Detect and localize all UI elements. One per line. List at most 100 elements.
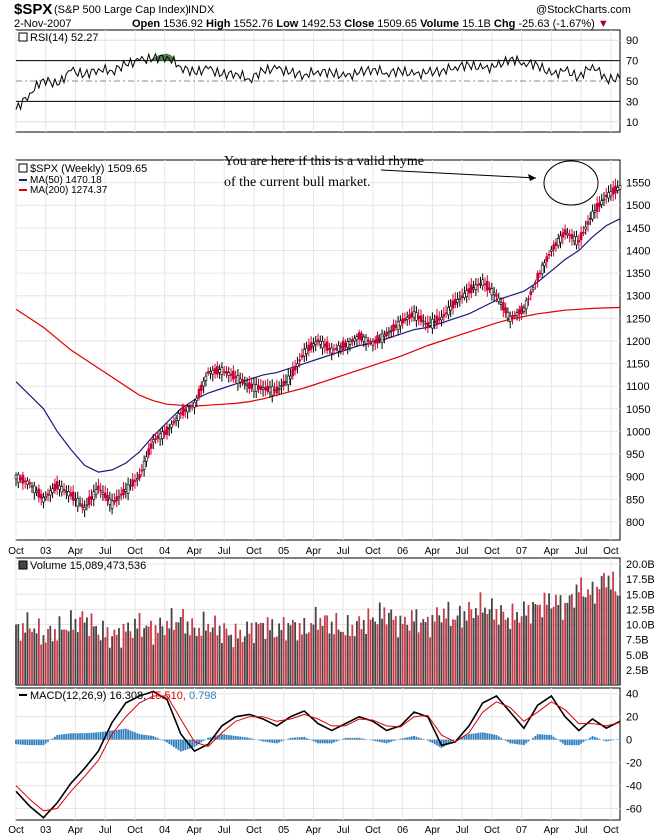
macd-histogram-bar [488, 733, 491, 740]
macd-histogram-bar [474, 733, 477, 740]
volume-bar [500, 605, 502, 685]
price-candle [591, 210, 594, 220]
macd-histogram-bar [479, 732, 482, 740]
price-candle [330, 347, 334, 354]
price-candle [392, 324, 395, 332]
volume-bar [458, 605, 461, 685]
volume-bar [230, 634, 232, 685]
price-candle [151, 439, 155, 443]
price-candle [394, 325, 398, 328]
volume-bar [591, 581, 594, 685]
macd-histogram-bar [170, 739, 173, 746]
price-candle [78, 503, 82, 505]
macd-histogram-bar [241, 736, 244, 740]
volume-bar [397, 637, 399, 685]
price-candle [133, 480, 137, 482]
volume-bar [488, 609, 491, 685]
price-candle [74, 498, 77, 501]
price-candle [360, 333, 363, 341]
volume-bar [76, 632, 79, 685]
low-label: Low [276, 18, 299, 30]
volume-bar [587, 589, 589, 685]
x-tick-label-macd: 05 [278, 825, 290, 836]
volume-bar [337, 629, 340, 685]
price-candle [92, 491, 96, 500]
volume-bar [536, 604, 539, 685]
macd-histogram-bar [545, 734, 548, 740]
price-candle [332, 348, 336, 351]
volume-bar [134, 618, 136, 685]
volume-bar [399, 615, 402, 685]
volume-bar [303, 617, 306, 685]
macd-histogram-bar [280, 739, 283, 742]
price-tick-label: 1050 [626, 404, 650, 416]
volume-bar [479, 592, 482, 685]
price-candle [76, 498, 80, 507]
macd-histogram-bar [21, 739, 24, 745]
volume-bar [353, 636, 356, 685]
volume-bar [571, 594, 573, 685]
price-candle [458, 297, 462, 300]
price-candle [497, 297, 501, 302]
volume-bar [92, 626, 95, 685]
price-candle [229, 373, 233, 376]
price-candle [314, 341, 318, 345]
volume-bar [191, 618, 194, 685]
macd-histogram-bar [163, 739, 166, 742]
price-candle [582, 231, 585, 234]
volume-bar [415, 609, 418, 685]
macd-histogram-bar [523, 739, 525, 746]
x-tick-label-price: 03 [40, 546, 52, 557]
macd-histogram-bar [47, 739, 49, 742]
price-candle [220, 367, 224, 375]
price-candle [42, 497, 45, 503]
macd-histogram-bar [102, 731, 104, 740]
price-tick-label: 1200 [626, 336, 650, 348]
macd-histogram-bar [500, 737, 502, 740]
volume-bar [612, 571, 615, 685]
macd-histogram-bar [111, 730, 113, 740]
stockcharts-logo[interactable]: @StockCharts.com [536, 4, 631, 16]
x-tick-label-macd: Jul [456, 825, 469, 836]
macd-histogram-bar [214, 735, 216, 740]
volume-bar [481, 612, 484, 685]
price-candle [618, 185, 622, 190]
price-candle [323, 343, 327, 347]
macd-histogram-bar [15, 739, 17, 745]
price-candle [284, 381, 288, 383]
macd-histogram-bar [591, 735, 594, 740]
macd-histogram-bar [463, 735, 466, 740]
volume-tick-label: 12.5B [626, 604, 655, 616]
price-candle [90, 496, 93, 500]
price-candle [515, 312, 519, 316]
price-candle [206, 371, 210, 374]
macd-histogram-bar [278, 739, 281, 743]
volume-bar [28, 628, 31, 685]
macd-histogram-bar [442, 739, 445, 747]
annotation-arrow-line [380, 169, 537, 179]
volume-bar [259, 622, 262, 685]
macd-histogram-bar [353, 737, 356, 740]
price-candle [99, 489, 102, 492]
macd-histogram-bar [296, 737, 299, 740]
price-candle [126, 484, 130, 494]
price-candle [117, 496, 121, 499]
price-candle [346, 341, 350, 348]
price-candle [540, 264, 544, 275]
macd-histogram-bar [182, 739, 184, 751]
volume-bar [63, 629, 65, 685]
price-candle [67, 491, 70, 497]
volume-bar [452, 619, 454, 685]
price-candle [275, 386, 279, 394]
macd-histogram-bar [129, 730, 132, 740]
volume-bar [74, 618, 77, 685]
volume-bar [253, 643, 255, 685]
price-candle [188, 406, 192, 409]
price-candle [611, 187, 615, 195]
price-candle [600, 200, 603, 205]
macd-histogram-bar [259, 739, 262, 741]
price-candle [55, 481, 59, 489]
x-tick-label-macd: Oct [603, 825, 619, 836]
macd-histogram-bar [486, 733, 489, 740]
macd-histogram-bar [420, 738, 422, 740]
